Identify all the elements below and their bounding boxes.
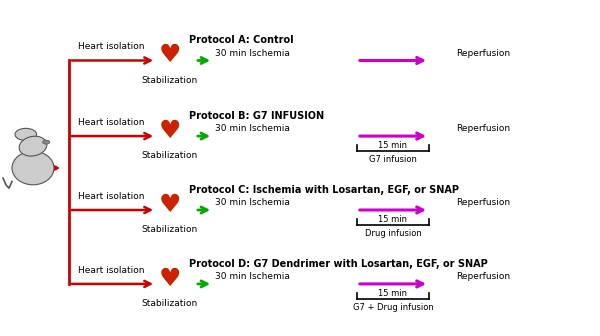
Text: G7 infusion: G7 infusion [369, 155, 417, 164]
Text: ♥: ♥ [158, 119, 181, 143]
Text: Drug infusion: Drug infusion [365, 229, 421, 238]
Text: Reperfusion: Reperfusion [456, 198, 510, 207]
Text: 30 min Ischemia: 30 min Ischemia [215, 49, 289, 58]
Ellipse shape [19, 136, 47, 156]
Text: Heart isolation: Heart isolation [78, 265, 144, 275]
Text: 15 min: 15 min [379, 289, 407, 298]
Text: Stabilization: Stabilization [142, 299, 198, 308]
Text: ♥: ♥ [158, 43, 181, 68]
Text: Stabilization: Stabilization [142, 225, 198, 234]
Text: Reperfusion: Reperfusion [456, 272, 510, 281]
Text: 30 min Ischemia: 30 min Ischemia [215, 124, 289, 133]
Text: Protocol C: Ischemia with Losartan, EGF, or SNAP: Protocol C: Ischemia with Losartan, EGF,… [189, 185, 459, 195]
Text: Protocol A: Control: Protocol A: Control [189, 35, 293, 45]
Circle shape [43, 140, 50, 144]
Circle shape [15, 128, 37, 140]
Text: Protocol B: G7 INFUSION: Protocol B: G7 INFUSION [189, 111, 324, 121]
Text: Reperfusion: Reperfusion [456, 124, 510, 133]
Ellipse shape [12, 151, 54, 185]
Text: G7 + Drug infusion: G7 + Drug infusion [353, 303, 433, 312]
Text: 15 min: 15 min [379, 215, 407, 224]
Text: Heart isolation: Heart isolation [78, 42, 144, 51]
Text: Heart isolation: Heart isolation [78, 192, 144, 201]
Text: ♥: ♥ [158, 193, 181, 217]
Text: Stabilization: Stabilization [142, 151, 198, 160]
Text: Reperfusion: Reperfusion [456, 49, 510, 58]
Text: ♥: ♥ [158, 267, 181, 291]
Text: 30 min Ischemia: 30 min Ischemia [215, 198, 289, 207]
Text: Stabilization: Stabilization [142, 76, 198, 85]
Text: Protocol D: G7 Dendrimer with Losartan, EGF, or SNAP: Protocol D: G7 Dendrimer with Losartan, … [189, 259, 488, 269]
Text: Heart isolation: Heart isolation [78, 118, 144, 127]
Text: 15 min: 15 min [379, 141, 407, 150]
Text: 30 min Ischemia: 30 min Ischemia [215, 272, 289, 281]
